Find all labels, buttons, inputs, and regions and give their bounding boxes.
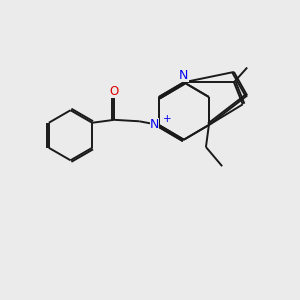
Text: N: N xyxy=(150,118,159,131)
Text: N: N xyxy=(179,69,188,82)
Text: O: O xyxy=(110,85,119,98)
Text: +: + xyxy=(163,114,171,124)
